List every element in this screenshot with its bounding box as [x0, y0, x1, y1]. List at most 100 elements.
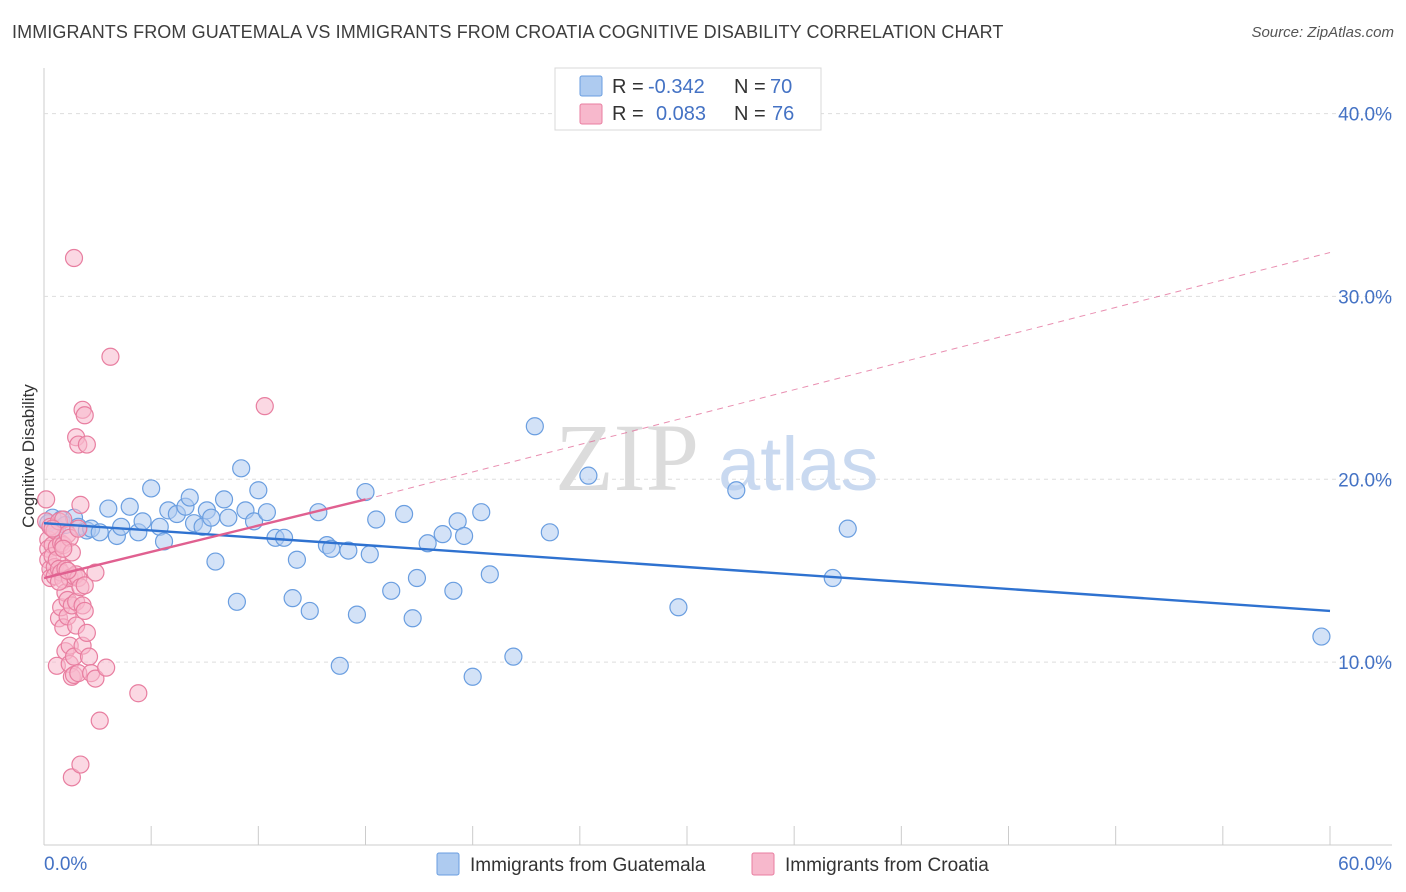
legend-r-value-pink: 0.083 [656, 103, 706, 125]
croatia-point-63 [79, 647, 99, 666]
guatemala-point-40 [300, 601, 319, 621]
guatemala-point-63 [525, 417, 544, 436]
croatia-point-59 [75, 576, 94, 595]
guatemala-point-13 [120, 497, 139, 516]
trend-lines [43, 252, 1331, 613]
guatemala-point-10 [99, 499, 118, 518]
guatemala-point-27 [206, 552, 225, 571]
x-tick-label-max: 60.0% [1338, 854, 1392, 875]
croatia-point-39 [62, 768, 81, 787]
guatemala-point-51 [394, 504, 414, 524]
guatemala-point-26 [202, 508, 221, 527]
guatemala-point-58 [454, 526, 474, 546]
croatia-point-71 [255, 397, 274, 416]
croatia-point-67 [90, 711, 109, 730]
legend-r-value-blue: -0.342 [648, 76, 705, 98]
guatemala-point-37 [274, 528, 294, 547]
bottom-legend-label-guatemala: Immigrants from Guatemala [470, 855, 706, 876]
guatemala-point-16 [142, 479, 161, 498]
legend-n-value-blue: 70 [770, 76, 792, 98]
watermark-zip: ZIP [555, 404, 699, 511]
guatemala-point-47 [356, 482, 375, 502]
bottom-legend-swatch-blue [436, 852, 460, 876]
source-label: Source: ZipAtlas.com [1251, 24, 1394, 41]
croatia-point-65 [86, 669, 105, 688]
y-axis-label: Cognitive Disability [19, 384, 38, 528]
croatia-point-54 [71, 755, 90, 774]
legend-n-label-blue: N = [734, 76, 766, 98]
guatemala-point-15 [133, 512, 152, 531]
guatemala-point-55 [433, 525, 452, 544]
guatemala-point-67 [727, 481, 746, 500]
croatia-point-62 [77, 623, 96, 642]
croatia-point-68 [97, 658, 116, 677]
guatemala-point-31 [232, 459, 251, 478]
legend-n-label-pink: N = [734, 103, 766, 125]
guatemala-point-39 [287, 550, 307, 569]
guatemala-point-56 [444, 581, 463, 600]
guatemala-point-30 [227, 592, 246, 611]
guatemala-point-12 [112, 517, 131, 536]
guatemala-point-60 [472, 503, 491, 522]
croatia-point-66 [86, 563, 105, 582]
gridlines [44, 113, 1392, 663]
guatemala-point-54 [418, 534, 437, 553]
croatia-point-52 [71, 495, 90, 514]
croatia-point-70 [129, 684, 148, 703]
legend-r-label-pink: R = [612, 103, 644, 125]
guatemala-point-59 [463, 667, 482, 686]
guatemala-point-52 [403, 609, 422, 628]
guatemala-point-64 [540, 523, 559, 542]
x-ticks [43, 826, 1331, 845]
guatemala-points [39, 417, 1331, 686]
croatia-points [37, 248, 274, 787]
correlation-legend: R = -0.342 N = 70 R = 0.083 N = 76 [554, 67, 822, 131]
croatia-trend-line-1 [43, 498, 366, 580]
bottom-legend-swatch-pink [751, 852, 775, 876]
legend-n-value-pink: 76 [772, 103, 794, 125]
guatemala-point-50 [382, 581, 401, 600]
x-tick-label-min: 0.0% [44, 854, 87, 875]
guatemala-point-28 [214, 490, 234, 509]
croatia-trend-line-2 [365, 252, 1331, 500]
guatemala-trend-line-0 [43, 521, 1331, 613]
chart-title: IMMIGRANTS FROM GUATEMALA VS IMMIGRANTS … [12, 22, 1004, 42]
guatemala-point-35 [257, 503, 277, 522]
y-tick-label-30: 30.0% [1338, 287, 1392, 308]
guatemala-point-49 [367, 510, 386, 529]
legend-swatch-blue [579, 75, 603, 97]
croatia-point-75 [54, 539, 73, 558]
y-tick-label-40: 40.0% [1338, 105, 1392, 126]
croatia-point-49 [69, 519, 88, 538]
croatia-point-61 [77, 435, 96, 454]
bottom-legend-label-croatia: Immigrants from Croatia [785, 855, 989, 876]
guatemala-point-22 [180, 488, 199, 507]
guatemala-point-48 [360, 545, 379, 564]
guatemala-point-38 [283, 589, 302, 608]
guatemala-point-44 [330, 656, 349, 675]
guatemala-point-18 [154, 532, 174, 551]
croatia-point-60 [75, 601, 94, 621]
y-tick-labels: 10.0% 20.0% 30.0% 40.0% [1338, 105, 1392, 675]
croatia-point-0 [37, 490, 56, 509]
guatemala-point-61 [480, 565, 499, 584]
guatemala-point-29 [219, 508, 238, 527]
guatemala-point-69 [838, 519, 857, 538]
guatemala-point-34 [249, 481, 268, 500]
legend-r-label-blue: R = [612, 76, 644, 98]
croatia-point-58 [75, 406, 94, 425]
y-tick-label-10: 10.0% [1338, 653, 1392, 674]
y-tick-label-20: 20.0% [1338, 470, 1392, 491]
guatemala-point-70 [1312, 627, 1331, 646]
guatemala-point-53 [407, 568, 427, 588]
guatemala-point-46 [347, 605, 367, 624]
legend-swatch-pink [579, 103, 603, 125]
guatemala-point-45 [339, 541, 358, 560]
croatia-point-40 [64, 248, 84, 268]
series-legend: Immigrants from Guatemala Immigrants fro… [436, 852, 989, 876]
croatia-point-69 [101, 347, 120, 366]
guatemala-point-66 [669, 598, 688, 617]
guatemala-point-62 [504, 647, 523, 666]
guatemala-point-65 [579, 466, 598, 485]
